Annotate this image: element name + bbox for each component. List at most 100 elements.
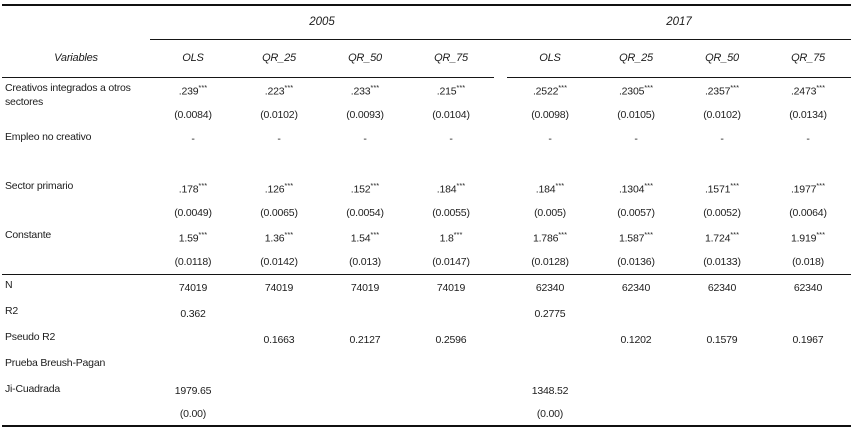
standard-error-cell: (0.0057) xyxy=(617,206,655,219)
table-row: Constante 1.59*** 1.36*** 1.54*** 1.8*** 1.78… xyxy=(2,225,851,274)
significance-stars: *** xyxy=(453,229,463,239)
standard-error-cell: (0.0055) xyxy=(432,206,470,219)
coefficient-cell: 1.587*** xyxy=(618,229,654,245)
statistic-value-cell: 1348.52 xyxy=(531,385,569,397)
significance-stars: *** xyxy=(816,82,826,92)
standard-error-cell: (0.0084) xyxy=(174,108,212,121)
significance-stars: *** xyxy=(198,82,208,92)
coefficient-cell: 1.54*** xyxy=(350,229,380,245)
variable-label: Sector primario xyxy=(5,180,74,192)
statistic-label: Pseudo R2 xyxy=(5,331,56,343)
significance-stars: *** xyxy=(558,229,568,239)
statistic-value-cell: 74019 xyxy=(350,282,380,294)
coefficient-cell: .233*** xyxy=(350,82,380,98)
standard-error-cell: (0.0133) xyxy=(703,255,741,268)
coefficient-cell: 1.36*** xyxy=(264,229,294,245)
column-header-qr_50-2017: QR_50 xyxy=(705,52,739,64)
coefficient-cell: .1304*** xyxy=(618,180,654,196)
standard-error-cell: (0.018) xyxy=(792,255,824,268)
statistic-value-cell: 0.1663 xyxy=(263,334,295,346)
significance-stars: *** xyxy=(730,82,740,92)
standard-error-cell: (0.013) xyxy=(349,255,381,268)
column-header-qr_75-2017: QR_75 xyxy=(791,52,825,64)
coefficient-cell: 1.724*** xyxy=(704,229,740,245)
statistic-value-cell: 62340 xyxy=(535,282,565,294)
significance-stars: *** xyxy=(644,180,654,190)
standard-error-cell: (0.0134) xyxy=(789,108,827,121)
table-row: Ji-Cuadrada 1979.65 1348.52 (0.00) (0.00) xyxy=(2,379,851,425)
significance-stars: *** xyxy=(730,180,740,190)
table-row: N 74019 74019 74019 74019 62340 62340 62340 6234… xyxy=(2,275,851,301)
statistic-label: Prueba Breush-Pagan xyxy=(5,357,106,369)
statistic-value-cell: 74019 xyxy=(436,282,466,294)
significance-stars: *** xyxy=(284,180,294,190)
variable-label: Creativos integrados a otros sectores xyxy=(5,82,131,108)
significance-stars: *** xyxy=(198,180,208,190)
coefficient-cell: - xyxy=(449,133,453,145)
statistic-value-cell: 0.2596 xyxy=(435,334,467,346)
standard-error-cell: (0.0128) xyxy=(531,255,569,268)
column-header-qr_75-2005: QR_75 xyxy=(434,52,468,64)
coefficient-cell: .1571*** xyxy=(704,180,740,196)
standard-error-cell: (0.0142) xyxy=(260,255,298,268)
column-header-row: Variables OLS QR_25 QR_50 QR_75 OLS QR_25 QR_5… xyxy=(2,40,851,76)
column-header-ols-2005: OLS xyxy=(182,52,204,64)
header-underline-right-rule xyxy=(507,76,851,78)
significance-stars: *** xyxy=(558,82,568,92)
standard-error-cell: (0.0049) xyxy=(174,206,212,219)
year-label-2005: 2005 xyxy=(309,16,335,28)
coefficient-cell: 1.786*** xyxy=(532,229,568,245)
standard-error-cell: (0.0147) xyxy=(432,255,470,268)
statistic-value-cell: 0.362 xyxy=(180,308,206,320)
year-underline-row xyxy=(2,38,851,40)
p-value-cell: (0.00) xyxy=(179,408,207,420)
significance-stars: *** xyxy=(198,229,208,239)
statistic-value-cell: 1979.65 xyxy=(174,385,212,397)
standard-error-cell: (0.005) xyxy=(534,206,566,219)
variable-rows-section: Creativos integrados a otros sectores .23… xyxy=(2,78,851,274)
statistic-value-cell: 62340 xyxy=(621,282,651,294)
standard-error-cell: (0.0052) xyxy=(703,206,741,219)
coefficient-cell: .152*** xyxy=(350,180,380,196)
p-value-cell: (0.00) xyxy=(536,408,564,420)
column-header-qr_25-2005: QR_25 xyxy=(262,52,296,64)
coefficient-cell: 1.59*** xyxy=(178,229,208,245)
significance-stars: *** xyxy=(730,229,740,239)
coefficient-cell: .184*** xyxy=(535,180,565,196)
statistic-label: R2 xyxy=(5,305,19,317)
standard-error-cell: (0.0064) xyxy=(789,206,827,219)
column-header-ols-2017: OLS xyxy=(539,52,561,64)
standard-error-cell: (0.0136) xyxy=(617,255,655,268)
statistic-value-cell: 62340 xyxy=(707,282,737,294)
significance-stars: *** xyxy=(816,180,826,190)
year-label-2017: 2017 xyxy=(666,16,692,28)
coefficient-cell: 1.919*** xyxy=(790,229,826,245)
significance-stars: *** xyxy=(370,82,380,92)
statistic-value-cell: 74019 xyxy=(178,282,208,294)
table-row: Pseudo R2 0.1663 0.2127 0.2596 0.1202 0.1579 0… xyxy=(2,327,851,353)
standard-error-cell: (0.0054) xyxy=(346,206,384,219)
header-underline-row xyxy=(2,76,851,78)
coefficient-cell: .2473*** xyxy=(790,82,826,98)
coefficient-cell: .126*** xyxy=(264,180,294,196)
significance-stars: *** xyxy=(370,229,380,239)
significance-stars: *** xyxy=(456,82,466,92)
table-row: R2 0.362 0.2775 xyxy=(2,301,851,327)
coefficient-cell: .223*** xyxy=(264,82,294,98)
coefficient-cell: .184*** xyxy=(436,180,466,196)
coefficient-cell: .178*** xyxy=(178,180,208,196)
year-header-row: 2005 2017 xyxy=(2,6,851,38)
coefficient-cell: - xyxy=(191,133,195,145)
significance-stars: *** xyxy=(555,180,565,190)
table-row: Prueba Breush-Pagan xyxy=(2,353,851,379)
coefficient-cell: - xyxy=(277,133,281,145)
standard-error-cell: (0.0102) xyxy=(703,108,741,121)
significance-stars: *** xyxy=(284,82,294,92)
coefficient-cell: - xyxy=(634,133,638,145)
statistic-value-cell: 62340 xyxy=(793,282,823,294)
coefficient-cell: - xyxy=(548,133,552,145)
coefficient-cell: .2522*** xyxy=(532,82,568,98)
standard-error-cell: (0.0105) xyxy=(617,108,655,121)
coefficient-cell: 1.8*** xyxy=(439,229,463,245)
standard-error-cell: (0.0098) xyxy=(531,108,569,121)
